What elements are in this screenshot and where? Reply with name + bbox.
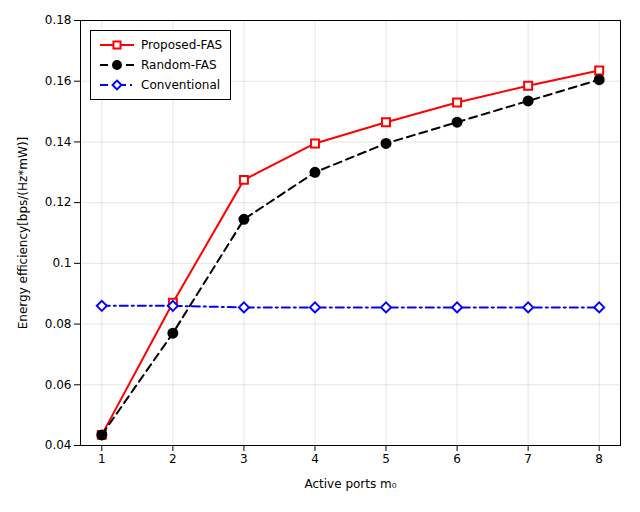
- svg-text:0.12: 0.12: [45, 195, 72, 209]
- svg-text:6: 6: [453, 452, 461, 466]
- svg-text:8: 8: [595, 452, 603, 466]
- svg-text:3: 3: [240, 452, 248, 466]
- svg-text:Active ports m₀: Active ports m₀: [304, 477, 396, 491]
- svg-text:0.1: 0.1: [52, 256, 71, 270]
- html-text:Random-FAS: Random-FAS: [141, 58, 217, 72]
- svg-text:0.08: 0.08: [45, 317, 72, 331]
- html-text:Proposed-FAS: Proposed-FAS: [141, 38, 223, 52]
- svg-text:4: 4: [311, 452, 319, 466]
- svg-text:1: 1: [98, 452, 106, 466]
- svg-text:0.04: 0.04: [45, 438, 72, 452]
- svg-text:0.14: 0.14: [45, 135, 72, 149]
- svg-text:7: 7: [524, 452, 532, 466]
- svg-text:5: 5: [382, 452, 390, 466]
- svg-text:0.06: 0.06: [45, 378, 72, 392]
- html-text:Conventional: Conventional: [141, 78, 221, 92]
- svg-text:2: 2: [169, 452, 177, 466]
- svg-text:0.16: 0.16: [45, 74, 72, 88]
- svg-text:0.18: 0.18: [45, 13, 72, 27]
- svg-text:Energy efficiency[bps/(Hz*mW)]: Energy efficiency[bps/(Hz*mW)]: [16, 137, 30, 330]
